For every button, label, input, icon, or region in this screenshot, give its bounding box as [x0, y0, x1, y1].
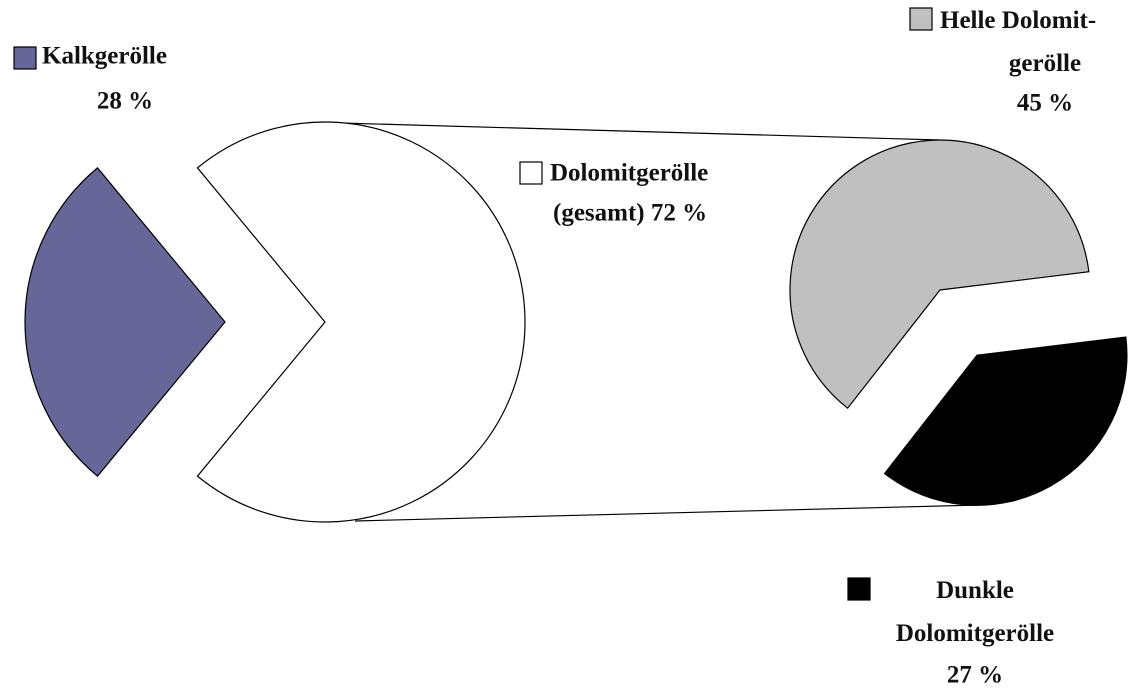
value-label: 28 %	[97, 88, 153, 115]
value-label: (gesamt) 72 %	[553, 200, 707, 227]
pie-slice	[24, 167, 226, 477]
legend-swatch	[909, 7, 933, 31]
slice-name: Dolomitgerölle	[550, 160, 708, 187]
legend-swatch	[847, 577, 871, 601]
slice-name: Kalkgerölle	[42, 43, 167, 70]
legend-swatch	[13, 46, 37, 70]
slice-name: Helle Dolomit-gerölle	[940, 7, 1096, 77]
legend-swatch	[519, 161, 543, 185]
value-label: 45 %	[1017, 90, 1073, 117]
pie-slice	[196, 121, 526, 523]
pie-slice	[883, 336, 1128, 506]
connector-line	[354, 504, 981, 522]
pie-slice	[789, 139, 1090, 410]
connector-line	[339, 122, 941, 141]
slice-name: Dunkle Dolomitgerölle	[896, 577, 1054, 647]
value-label: 27 %	[947, 662, 1003, 688]
